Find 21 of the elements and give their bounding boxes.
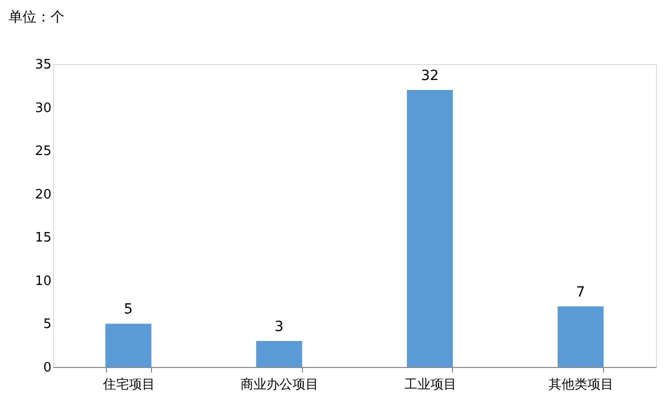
x-tick-label: 商业办公项目 [240,378,319,392]
y-tick-label: 5 [43,317,52,332]
data-label: 32 [420,68,439,84]
y-tick-label: 0 [43,360,52,376]
data-label: 5 [124,302,133,318]
bar [256,341,302,367]
x-tick-label: 住宅项目 [102,376,155,392]
bar [105,324,152,367]
y-tick-label: 20 [34,187,52,202]
bar [406,90,453,367]
y-tick-label: 15 [34,230,52,246]
y-tick-label: 30 [34,100,52,116]
x-tick-label: 其他类项目 [548,378,614,392]
y-tick-label: 10 [34,274,52,289]
data-label: 7 [576,284,586,300]
data-label: 3 [274,319,284,336]
y-axis-title: 单位：个 [8,10,64,26]
bar [558,306,604,367]
y-tick-label: 25 [34,144,52,160]
x-tick-label: 工业项目 [404,378,456,392]
y-tick-label: 35 [34,58,52,72]
